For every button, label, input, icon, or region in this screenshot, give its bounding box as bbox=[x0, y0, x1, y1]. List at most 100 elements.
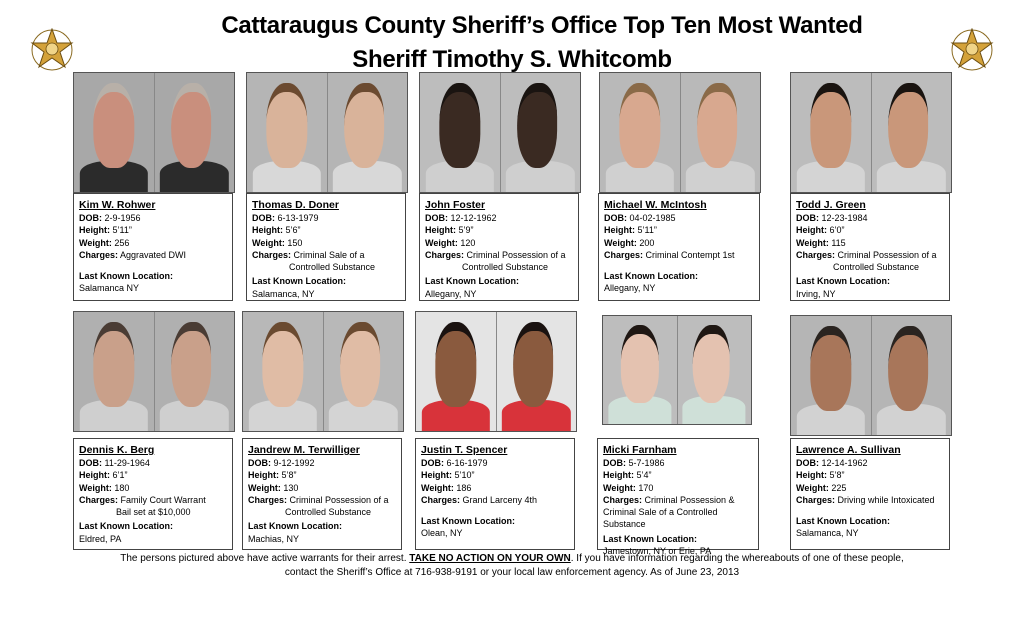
weight-value: 150 bbox=[284, 237, 303, 248]
dob-label: DOB: bbox=[252, 213, 275, 223]
mugshot-profile bbox=[153, 312, 234, 431]
dob-value: 11-29-1964 bbox=[102, 458, 150, 468]
dob-value: 2-9-1956 bbox=[102, 213, 141, 223]
dob-value: 12-14-1962 bbox=[819, 458, 868, 468]
face bbox=[262, 321, 304, 407]
weight-label: Weight: bbox=[421, 482, 454, 493]
weight-row: Weight: 130 bbox=[248, 482, 396, 494]
height-row: Height: 6’1” bbox=[79, 469, 227, 481]
suspect-name: Lawrence A. Sullivan bbox=[796, 444, 901, 456]
dob-label: DOB: bbox=[79, 458, 102, 468]
mugshot-front bbox=[74, 73, 154, 192]
charge-text: Controlled Substance bbox=[833, 262, 920, 273]
last-location-value: Allegany, NY bbox=[425, 288, 477, 299]
face bbox=[93, 82, 135, 168]
dob-row: DOB: 6-13-1979 bbox=[252, 212, 400, 224]
height-row: Height: 5’11” bbox=[79, 224, 227, 236]
suspect-name: Todd J. Green bbox=[796, 199, 866, 211]
weight-value: 256 bbox=[111, 237, 130, 248]
mugshot-profile bbox=[676, 316, 751, 424]
mugshot-profile bbox=[322, 312, 403, 431]
mugshot-profile bbox=[679, 73, 760, 192]
height-value: 5’9” bbox=[456, 225, 474, 236]
weight-label: Weight: bbox=[79, 482, 112, 493]
face bbox=[513, 321, 553, 407]
mugshot-profile bbox=[495, 312, 576, 431]
dob-row: DOB: 9-12-1992 bbox=[248, 457, 396, 469]
suspect-name: Michael W. McIntosh bbox=[604, 199, 707, 211]
dob-label: DOB: bbox=[248, 458, 271, 468]
page-title: Cattaraugus County Sheriff’s Office Top … bbox=[221, 12, 863, 39]
charges-label: Charges: bbox=[421, 494, 461, 505]
last-location-label: Last Known Location: bbox=[79, 271, 173, 282]
charge-text: Controlled Substance bbox=[462, 262, 549, 273]
charge-text: Grand Larceny 4th bbox=[460, 494, 538, 505]
dob-row: DOB: 04-02-1985 bbox=[604, 212, 754, 224]
suspect-name: Dennis K. Berg bbox=[79, 444, 155, 456]
charges-row: Charges: Family Court Warrant Bail set at… bbox=[79, 494, 227, 519]
face bbox=[888, 82, 928, 168]
charges-label: Charges: bbox=[252, 249, 292, 260]
suspect-info-card: Todd J. Green DOB: 12-23-1984 Height: 6’0”… bbox=[790, 193, 950, 301]
suspect-name: Kim W. Rohwer bbox=[79, 199, 156, 211]
face bbox=[888, 325, 928, 411]
suspect-info-card: Micki Farnham DOB: 5-7-1986 Height: 5’4” We… bbox=[597, 438, 759, 556]
dob-value: 5-7-1986 bbox=[626, 458, 665, 468]
charge-text: Criminal Sale of a bbox=[291, 249, 365, 260]
charge-text: Bail set at $10,000 bbox=[116, 507, 191, 518]
height-value: 5’8” bbox=[827, 470, 845, 481]
suspect-info-card: Michael W. McIntosh DOB: 04-02-1985 Height… bbox=[598, 193, 760, 301]
weight-label: Weight: bbox=[252, 237, 285, 248]
height-label: Height: bbox=[79, 470, 110, 481]
dob-value: 6-16-1979 bbox=[444, 458, 488, 468]
charges-label: Charges: bbox=[796, 494, 836, 505]
height-row: Height: 5’8” bbox=[796, 469, 944, 481]
last-location-label: Last Known Location: bbox=[425, 276, 519, 287]
mugshot-photo bbox=[246, 72, 408, 193]
last-location-value: Salamanca, NY bbox=[252, 288, 315, 299]
face bbox=[517, 82, 557, 168]
mugshot-profile bbox=[870, 73, 951, 192]
face bbox=[344, 82, 384, 168]
height-row: Height: 5’10” bbox=[421, 469, 569, 481]
dob-row: DOB: 6-16-1979 bbox=[421, 457, 569, 469]
suspect-name: John Foster bbox=[425, 199, 486, 211]
weight-row: Weight: 170 bbox=[603, 482, 753, 494]
weight-value: 200 bbox=[636, 237, 655, 248]
mugshot-front bbox=[74, 312, 154, 431]
charges-row: Charges: Driving while Intoxicated bbox=[796, 494, 944, 506]
height-label: Height: bbox=[796, 470, 827, 481]
charges-label: Charges: bbox=[248, 494, 288, 505]
sheriff-star-badge-left bbox=[30, 28, 74, 71]
face bbox=[171, 82, 211, 168]
charges-label: Charges: bbox=[79, 249, 119, 260]
charge-text: Criminal Possession of a bbox=[287, 494, 389, 505]
charge-text: Aggravated DWI bbox=[118, 249, 187, 260]
last-location-value: Olean, NY bbox=[421, 528, 463, 539]
weight-label: Weight: bbox=[796, 482, 829, 493]
mugshot-front bbox=[247, 73, 327, 192]
dob-row: DOB: 11-29-1964 bbox=[79, 457, 227, 469]
height-row: Height: 5’8” bbox=[248, 469, 396, 481]
charge-text: Driving while Intoxicated bbox=[835, 494, 935, 505]
suspect-info-card: John Foster DOB: 12-12-1962 Height: 5’9” We… bbox=[419, 193, 579, 301]
face bbox=[619, 82, 661, 168]
charges-row: Charges: Criminal Sale of a Controlled Su… bbox=[252, 249, 400, 274]
dob-value: 12-23-1984 bbox=[819, 213, 868, 223]
last-location-label: Last Known Location: bbox=[248, 521, 342, 532]
height-value: 5’8” bbox=[279, 470, 297, 481]
weight-value: 170 bbox=[635, 482, 654, 493]
weight-value: 225 bbox=[828, 482, 847, 493]
weight-value: 180 bbox=[111, 482, 130, 493]
last-location-value: Allegany, NY bbox=[604, 283, 656, 294]
face bbox=[93, 321, 135, 407]
dob-label: DOB: bbox=[603, 458, 626, 468]
dob-row: DOB: 2-9-1956 bbox=[79, 212, 227, 224]
mugshot-front bbox=[603, 316, 677, 424]
dob-label: DOB: bbox=[796, 458, 819, 468]
mugshot-profile bbox=[326, 73, 407, 192]
weight-label: Weight: bbox=[604, 237, 637, 248]
weight-row: Weight: 225 bbox=[796, 482, 944, 494]
mugshot-front bbox=[420, 73, 500, 192]
charge-text: Criminal Possession of a bbox=[835, 249, 937, 260]
